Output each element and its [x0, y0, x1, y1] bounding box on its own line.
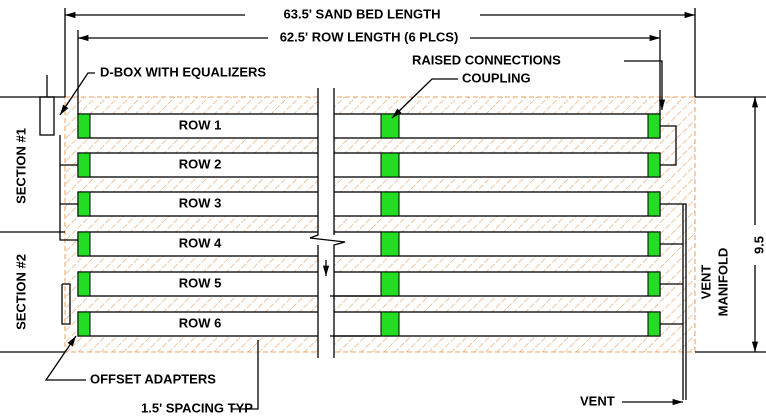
- dim-label: 63.5' SAND BED LENGTH: [284, 6, 441, 21]
- break-gap: [318, 88, 334, 358]
- dim-label: 9.5: [751, 236, 766, 254]
- end-cap: [647, 311, 661, 337]
- vent-pipe: [660, 125, 687, 400]
- leader: [232, 295, 380, 410]
- offset-pipe: [61, 283, 71, 325]
- callout: RAISED CONNECTIONS: [412, 52, 561, 67]
- leader: [391, 78, 458, 119]
- row-label: ROW 3: [179, 195, 222, 210]
- callout: OFFSET ADAPTERS: [90, 371, 216, 386]
- coupling: [380, 231, 400, 257]
- pipe: [77, 113, 661, 139]
- end-cap: [77, 191, 91, 217]
- row-label: ROW 6: [179, 315, 222, 330]
- coupling: [380, 311, 400, 337]
- end-cap: [647, 113, 661, 139]
- end-cap: [647, 231, 661, 257]
- coupling: [380, 271, 400, 297]
- end-cap: [647, 271, 661, 297]
- end-cap: [77, 113, 91, 139]
- coupling: [380, 113, 400, 139]
- callout: MANIFOLD: [715, 248, 730, 317]
- leader: [624, 60, 666, 110]
- header-pipe: [46, 75, 78, 241]
- end-cap: [77, 311, 91, 337]
- pipe: [77, 311, 661, 337]
- end-cap: [647, 152, 661, 178]
- row-label: ROW 1: [179, 117, 222, 132]
- section-label: SECTION #2: [13, 254, 28, 330]
- d-box: [39, 96, 55, 136]
- row-label: ROW 2: [179, 156, 222, 171]
- pipe: [77, 231, 661, 257]
- coupling: [380, 152, 400, 178]
- callout: VENT: [580, 393, 615, 408]
- end-cap: [77, 152, 91, 178]
- pipe: [77, 152, 661, 178]
- leader: [59, 72, 95, 116]
- section-label: SECTION #1: [13, 128, 28, 204]
- break-line: [309, 88, 346, 358]
- row-label: ROW 4: [179, 235, 222, 250]
- row-label: ROW 5: [179, 275, 222, 290]
- dim-label: 62.5' ROW LENGTH (6 PLCS): [280, 29, 459, 44]
- coupling: [380, 191, 400, 217]
- end-cap: [77, 271, 91, 297]
- end-cap: [647, 191, 661, 217]
- callout: 1.5' SPACING TYP: [141, 400, 253, 415]
- leader: [44, 335, 86, 381]
- rows: ROW 1 ROW 2 ROW 3 ROW 4 ROW 5 ROW 6: [77, 113, 661, 337]
- callout: D-BOX WITH EQUALIZERS: [100, 64, 266, 79]
- pipe: [77, 191, 661, 217]
- end-cap: [77, 231, 91, 257]
- sand-bed: [64, 96, 696, 353]
- callout: VENT: [698, 265, 713, 300]
- callout: COUPLING: [462, 70, 531, 85]
- pipe: [77, 271, 661, 297]
